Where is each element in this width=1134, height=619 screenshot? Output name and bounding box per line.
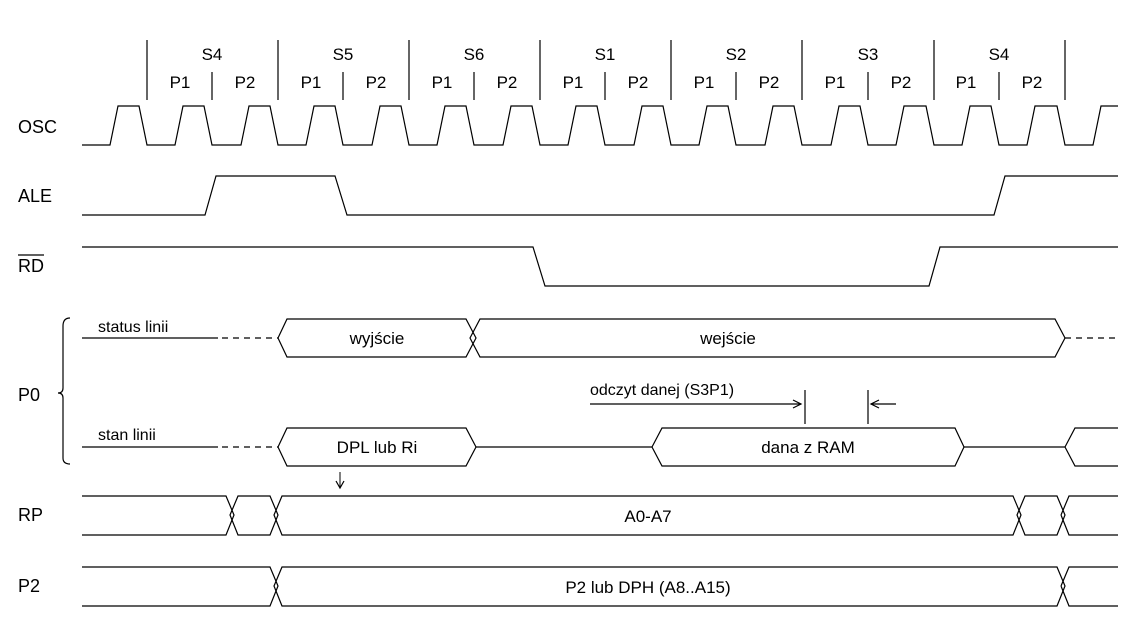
rp-bus-label: A0-A7: [624, 507, 671, 526]
phase-label: P1: [301, 73, 322, 92]
bus-label-wyjscie: wyjście: [349, 329, 405, 348]
p2-bus-segment-main: [273, 566, 1066, 607]
signal-label-rd: RD: [18, 256, 44, 276]
osc-waveform: [82, 105, 1118, 146]
signal-label-rp: RP: [18, 505, 43, 525]
phase-label: P2: [235, 73, 256, 92]
phase-label: P1: [563, 73, 584, 92]
p0-stan-line: stan linii DPL lub Ri dana z RAM: [82, 427, 1118, 490]
read-annotation-label: odczyt danej (S3P1): [590, 382, 734, 399]
rd-waveform: [82, 246, 1118, 287]
rp-bus: A0-A7: [82, 495, 1118, 536]
read-arrow-head-right: [869, 399, 880, 409]
ale-waveform: [82, 175, 1118, 216]
p2-bus-label: P2 lub DPH (A8..A15): [565, 578, 730, 597]
phase-label: P2: [891, 73, 912, 92]
status-line-label: status linii: [98, 319, 168, 336]
rp-bus-segment-4: [1060, 495, 1118, 536]
bus-segment-wyjscie: [277, 318, 477, 358]
state-label: S4: [202, 45, 223, 64]
signal-label-p2: P2: [18, 576, 40, 596]
phase-label: P1: [956, 73, 977, 92]
phase-label: P2: [497, 73, 518, 92]
state-header: S4 S5 S6 S1 S2 S3 S4 P1 P2 P1 P2 P1 P2 P…: [146, 40, 1066, 100]
p0-brace: [57, 317, 71, 465]
state-label: S5: [333, 45, 354, 64]
state-label: S4: [989, 45, 1010, 64]
bus-segment-wejscie: [469, 318, 1066, 358]
p0-status-line: status linii wyjście wejście: [82, 318, 1118, 358]
state-label: S2: [726, 45, 747, 64]
read-annotation: odczyt danej (S3P1): [590, 382, 896, 424]
p2-bus-segment-1: [82, 566, 279, 607]
bus-label-dana: dana z RAM: [761, 438, 855, 457]
phase-label: P2: [759, 73, 780, 92]
signal-label-ale: ALE: [18, 186, 52, 206]
phase-label: P2: [1022, 73, 1043, 92]
rp-bus-segment-main: [273, 495, 1022, 536]
bus-label-wejscie: wejście: [699, 329, 756, 348]
read-arrow-head: [792, 399, 803, 409]
rp-bus-segment-2: [229, 495, 279, 536]
phase-label: P1: [825, 73, 846, 92]
signal-label-p0: P0: [18, 385, 40, 405]
phase-label: P2: [366, 73, 387, 92]
state-label: S3: [858, 45, 879, 64]
bus-segment-next: [1064, 427, 1118, 467]
phase-label: P2: [628, 73, 649, 92]
p2-bus: P2 lub DPH (A8..A15): [82, 566, 1118, 607]
rp-bus-segment-1: [82, 495, 235, 536]
state-label: S6: [464, 45, 485, 64]
state-label: S1: [595, 45, 616, 64]
stan-line-label: stan linii: [98, 427, 156, 444]
signal-label-osc: OSC: [18, 117, 57, 137]
p2-bus-segment-2: [1060, 566, 1118, 607]
rp-bus-segment-3: [1016, 495, 1066, 536]
bus-label-dpl: DPL lub Ri: [337, 438, 418, 457]
latch-arrow-head: [335, 480, 345, 490]
phase-label: P1: [694, 73, 715, 92]
phase-label: P1: [432, 73, 453, 92]
phase-label: P1: [170, 73, 191, 92]
